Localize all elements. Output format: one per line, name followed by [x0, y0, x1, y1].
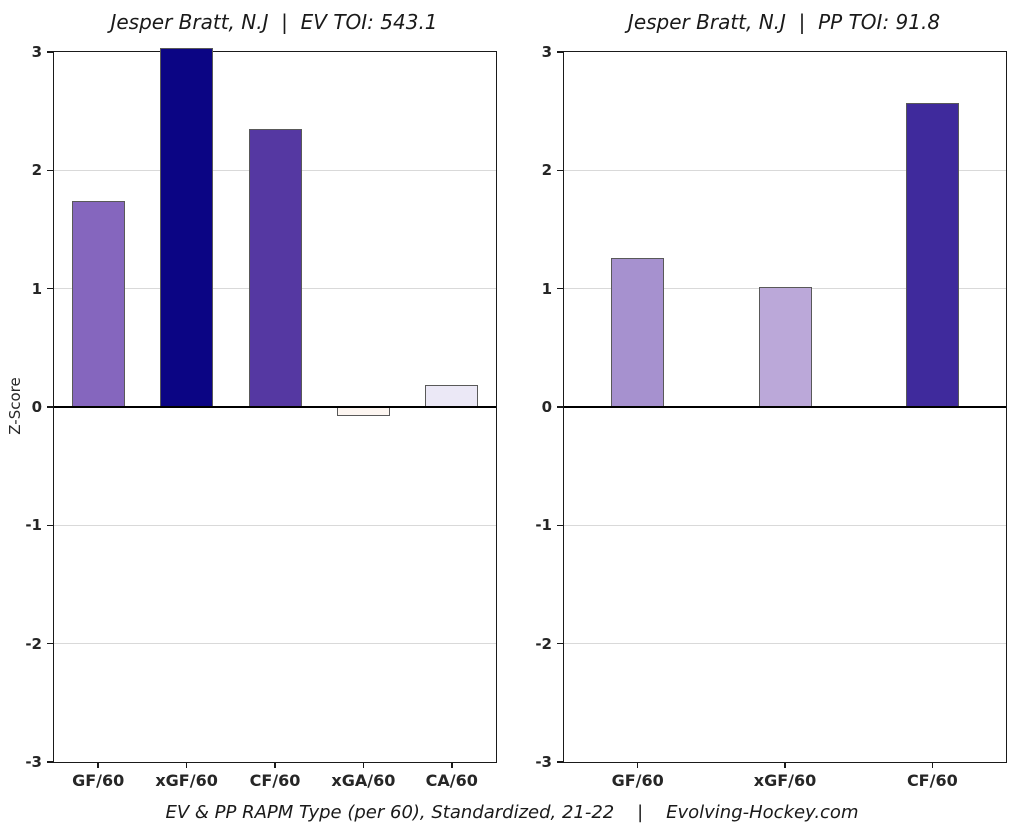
gridline	[564, 643, 1006, 645]
y-tick-mark	[556, 169, 563, 172]
y-tick-mark	[46, 51, 53, 53]
y-tick-label: -3	[25, 753, 42, 771]
ev-plot-area: 3 2 1 0 -1 -2 -3 GF/60 xGF/60 CF/60 xGA/60 CA/60	[25, 43, 497, 790]
y-tick-mark	[46, 642, 53, 645]
y-tick-label: 1	[31, 279, 42, 298]
y-tick-mark	[46, 287, 53, 290]
y-tick-label: -1	[25, 516, 42, 535]
bar-cf60	[905, 102, 959, 407]
bar-xgf60	[160, 48, 214, 407]
y-tick-label: -1	[535, 516, 552, 535]
bar-cf60	[248, 128, 302, 407]
gridline	[54, 643, 496, 645]
y-tick-label: 2	[31, 161, 42, 180]
x-tick-mark	[451, 762, 453, 768]
y-tick-mark	[46, 406, 53, 408]
y-tick-label: 0	[31, 398, 42, 416]
x-tick-label-xgf60: xGF/60	[155, 771, 218, 790]
zero-axis-line	[564, 406, 1006, 408]
y-tick-label: -2	[25, 634, 42, 653]
x-tick-label-gf60: GF/60	[611, 771, 664, 790]
pp-plot-area: 3 2 1 0 -1 -2 -3 GF/60 xGF/60 CF/60	[535, 43, 1007, 790]
x-tick-mark	[931, 762, 934, 768]
y-tick-label: 0	[541, 398, 552, 416]
y-tick-mark	[46, 524, 53, 527]
x-tick-label-ca60: CA/60	[425, 771, 478, 790]
y-tick-mark	[556, 287, 563, 290]
y-tick-mark	[556, 51, 563, 53]
x-tick-mark	[362, 762, 365, 768]
y-tick-mark	[556, 406, 563, 408]
x-tick-mark	[97, 762, 99, 768]
zero-axis-line	[54, 406, 496, 408]
y-tick-mark	[556, 642, 563, 645]
x-tick-label-cf60: CF/60	[906, 771, 958, 790]
x-tick-mark	[274, 762, 276, 768]
y-tick-mark	[46, 169, 53, 172]
ev-chart-title: Jesper Bratt, N.J | EV TOI: 543.1	[110, 10, 438, 34]
bar-xga60	[336, 407, 390, 417]
gridline	[564, 524, 1006, 526]
bar-gf60	[611, 257, 665, 407]
gridline	[54, 524, 496, 526]
y-tick-label: 2	[541, 161, 552, 180]
x-tick-mark	[636, 762, 639, 768]
x-tick-mark	[185, 762, 188, 768]
y-tick-label: -2	[535, 634, 552, 653]
x-tick-mark	[784, 762, 786, 768]
x-tick-label-cf60: CF/60	[249, 771, 301, 790]
y-tick-label: 1	[541, 279, 552, 298]
y-tick-label: 3	[31, 43, 42, 61]
pp-chart-title: Jesper Bratt, N.J | PP TOI: 91.8	[627, 10, 941, 34]
y-tick-mark	[46, 761, 53, 763]
y-tick-label: -3	[535, 753, 552, 771]
x-tick-label-xga60: xGA/60	[331, 771, 396, 790]
x-tick-label-xgf60: xGF/60	[753, 771, 817, 790]
figure-caption: EV & PP RAPM Type (per 60), Standardized…	[165, 802, 859, 823]
bar-gf60	[71, 201, 125, 407]
y-tick-mark	[556, 761, 563, 763]
y-tick-mark	[556, 524, 563, 527]
bar-ca60	[425, 384, 479, 407]
bar-xgf60	[758, 287, 812, 407]
gridline	[564, 169, 1006, 171]
y-tick-label: 3	[541, 43, 552, 61]
x-tick-label-gf60: GF/60	[72, 771, 125, 790]
